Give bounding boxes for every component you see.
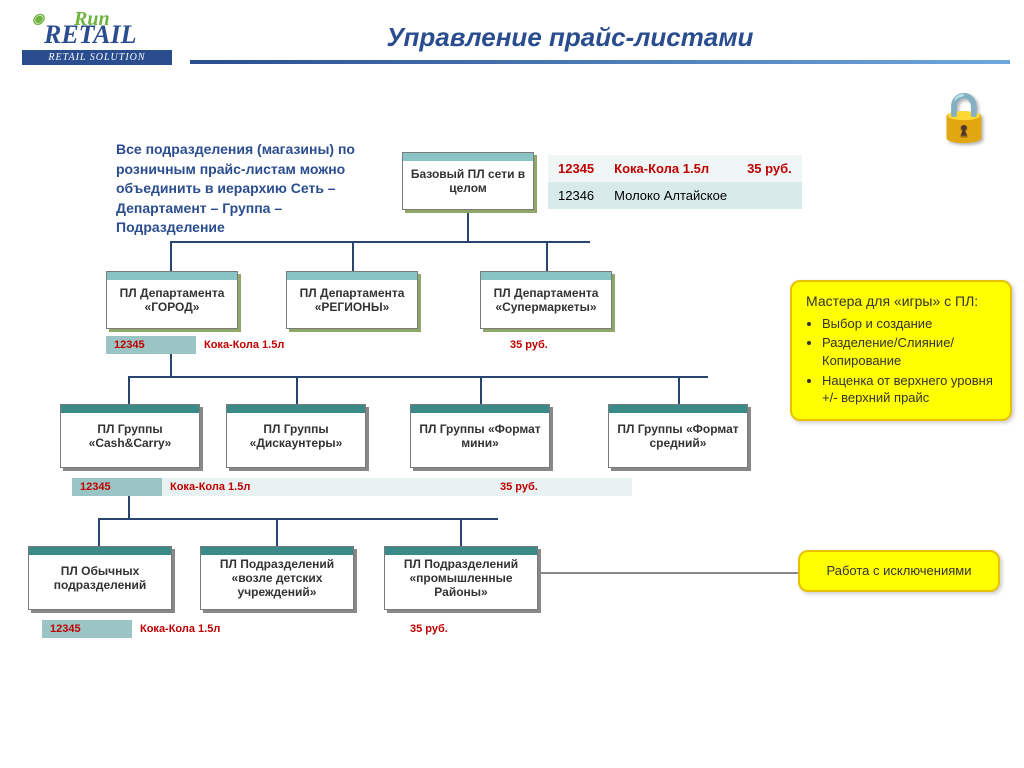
node-label: ПЛ Группы «Формат средний» (613, 422, 743, 450)
title-underline (190, 60, 1010, 64)
logo-icon: ◉ (32, 10, 44, 27)
strip-code: 12345 (106, 336, 196, 354)
strip-code: 12345 (42, 620, 132, 638)
tree-node-group: ПЛ Группы «Формат средний» (608, 404, 748, 468)
page-title: Управление прайс-листами (320, 22, 820, 53)
connector (128, 496, 130, 518)
connector (98, 518, 498, 520)
tree-node-subdiv: ПЛ Обычных подразделений (28, 546, 172, 610)
connector (546, 241, 548, 271)
connector (352, 241, 354, 271)
strip-name: Кока-Кола 1.5л (132, 620, 402, 638)
callout-title: Мастера для «игры» с ПЛ: (806, 292, 996, 311)
connector (678, 376, 680, 404)
tree-node-group: ПЛ Группы «Формат мини» (410, 404, 550, 468)
callout-masters: Мастера для «игры» с ПЛ: Выбор и создани… (790, 280, 1012, 421)
node-label: ПЛ Подразделений «промышленные Районы» (389, 557, 533, 599)
price-strip: 12345 Кока-Кола 1.5л 35 руб. (42, 620, 542, 638)
strip-price: 35 руб. (402, 620, 542, 638)
table-cell-code: 12346 (548, 182, 604, 209)
node-label: ПЛ Группы «Cash&Carry» (65, 422, 195, 450)
table-cell-name: Молоко Алтайское (604, 182, 737, 209)
connector (98, 518, 100, 546)
table-cell-name: Кока-Кола 1.5л (604, 155, 737, 182)
connector (460, 518, 462, 546)
tree-node-group: ПЛ Группы «Cash&Carry» (60, 404, 200, 468)
connector (128, 376, 130, 404)
tree-node-dept: ПЛ Департамента «ГОРОД» (106, 271, 238, 329)
connector (296, 376, 298, 404)
tree-node-dept: ПЛ Департамента «РЕГИОНЫ» (286, 271, 418, 329)
callout-item: Разделение/Слияние/Копирование (822, 334, 996, 369)
node-label: ПЛ Группы «Формат мини» (415, 422, 545, 450)
price-table: 12345 Кока-Кола 1.5л 35 руб. 12346 Молок… (548, 155, 802, 209)
node-label: ПЛ Обычных подразделений (33, 564, 167, 592)
connector (170, 241, 172, 271)
tree-node-dept: ПЛ Департамента «Супермаркеты» (480, 271, 612, 329)
node-label: ПЛ Департамента «РЕГИОНЫ» (291, 286, 413, 314)
node-label: ПЛ Группы «Дискаунтеры» (231, 422, 361, 450)
callout-arrow (540, 572, 798, 574)
description-text: Все подразделения (магазины) по розничны… (116, 140, 376, 238)
connector (276, 518, 278, 546)
callout-item: Наценка от верхнего уровня +/- верхний п… (822, 372, 996, 407)
connector (467, 213, 469, 241)
logo-line2: RETAIL (44, 20, 136, 50)
callout-exceptions: Работа с исключениями (798, 550, 1000, 592)
connector (128, 376, 708, 378)
node-label: Базовый ПЛ сети в целом (407, 167, 529, 195)
strip-name: Кока-Кола 1.5л (196, 336, 502, 354)
tree-node-root: Базовый ПЛ сети в целом (402, 152, 534, 210)
strip-price: 35 руб. (502, 336, 612, 354)
callout-list: Выбор и создание Разделение/Слияние/Копи… (806, 315, 996, 407)
connector (170, 241, 590, 243)
price-strip: 12345 Кока-Кола 1.5л 35 руб. (106, 336, 612, 354)
lock-icon: 🔒 (934, 88, 994, 145)
connector (480, 376, 482, 404)
strip-code: 12345 (72, 478, 162, 496)
callout-text: Работа с исключениями (827, 563, 972, 578)
node-label: ПЛ Департамента «Супермаркеты» (485, 286, 607, 314)
node-label: ПЛ Подразделений «возле детских учрежден… (205, 557, 349, 599)
tree-node-subdiv: ПЛ Подразделений «возле детских учрежден… (200, 546, 354, 610)
connector (170, 354, 172, 376)
logo-tagline: RETAIL SOLUTION (22, 50, 172, 65)
price-strip: 12345 Кока-Кола 1.5л 35 руб. (72, 478, 632, 496)
tree-node-group: ПЛ Группы «Дискаунтеры» (226, 404, 366, 468)
slide-canvas: ◉ Run RETAIL RETAIL SOLUTION Управление … (0, 0, 1024, 768)
table-cell-price: 35 руб. (737, 155, 802, 182)
table-cell-price (737, 182, 802, 209)
strip-price: 35 руб. (492, 478, 632, 496)
tree-node-subdiv: ПЛ Подразделений «промышленные Районы» (384, 546, 538, 610)
strip-name: Кока-Кола 1.5л (162, 478, 492, 496)
node-label: ПЛ Департамента «ГОРОД» (111, 286, 233, 314)
callout-item: Выбор и создание (822, 315, 996, 333)
table-cell-code: 12345 (548, 155, 604, 182)
